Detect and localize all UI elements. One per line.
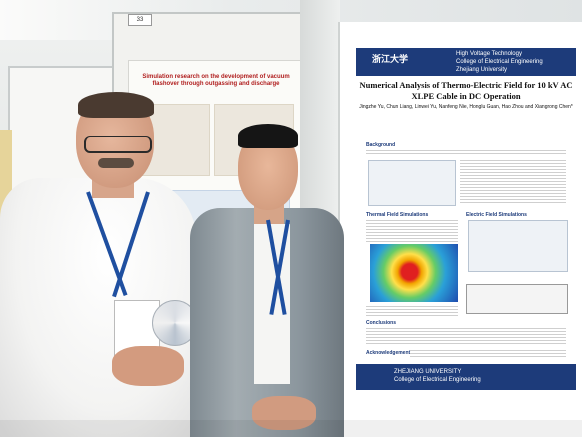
middle-poster-title: Simulation research on the development o… xyxy=(142,74,290,87)
section-heading: Electric Field Simulations xyxy=(466,212,527,218)
background-text xyxy=(366,150,566,156)
conclusions-text xyxy=(366,328,566,346)
glasses xyxy=(84,136,152,153)
field-data-table xyxy=(466,284,568,314)
institution-line: College of Electrical Engineering xyxy=(456,59,543,65)
mustache xyxy=(98,158,134,168)
section-heading: Background xyxy=(366,142,396,148)
thermal-text xyxy=(366,306,458,316)
institution-text: High Voltage Technology College of Elect… xyxy=(456,50,574,74)
floor-shadow xyxy=(0,420,582,437)
institution-line: High Voltage Technology xyxy=(456,51,522,57)
circuit-diagram xyxy=(368,160,456,206)
board-number-tag: 33 xyxy=(128,14,152,26)
poster-authors: Jingzhe Yu, Chun Liang, Linwei Yu, Nanfe… xyxy=(359,104,573,110)
footer-text: ZHEJIANG UNIVERSITY College of Electrica… xyxy=(394,368,481,384)
section-heading: Conclusions xyxy=(366,320,397,326)
section-heading: Thermal Field Simulations xyxy=(366,212,429,218)
poster-header-band xyxy=(356,48,576,76)
person-left-hair xyxy=(78,92,154,118)
electric-field-plot xyxy=(468,220,568,272)
footer-university: ZHEJIANG UNIVERSITY xyxy=(394,369,462,375)
person-left-hand xyxy=(112,346,184,386)
thermal-text xyxy=(366,220,458,242)
person-right-hands xyxy=(252,396,316,430)
section-heading: Acknowledgement xyxy=(366,350,411,356)
temperature-field-heatmap xyxy=(370,244,458,302)
acknowledgement-text xyxy=(410,350,566,358)
university-logo-text: 浙江大学 xyxy=(372,54,409,64)
institution-line: Zhejiang University xyxy=(456,67,508,73)
background-text xyxy=(460,160,566,204)
footer-college: College of Electrical Engineering xyxy=(394,377,481,383)
poster-footer-band xyxy=(356,364,576,390)
person-right-hair xyxy=(238,124,298,148)
poster-title: Numerical Analysis of Thermo-Electric Fi… xyxy=(359,80,573,101)
